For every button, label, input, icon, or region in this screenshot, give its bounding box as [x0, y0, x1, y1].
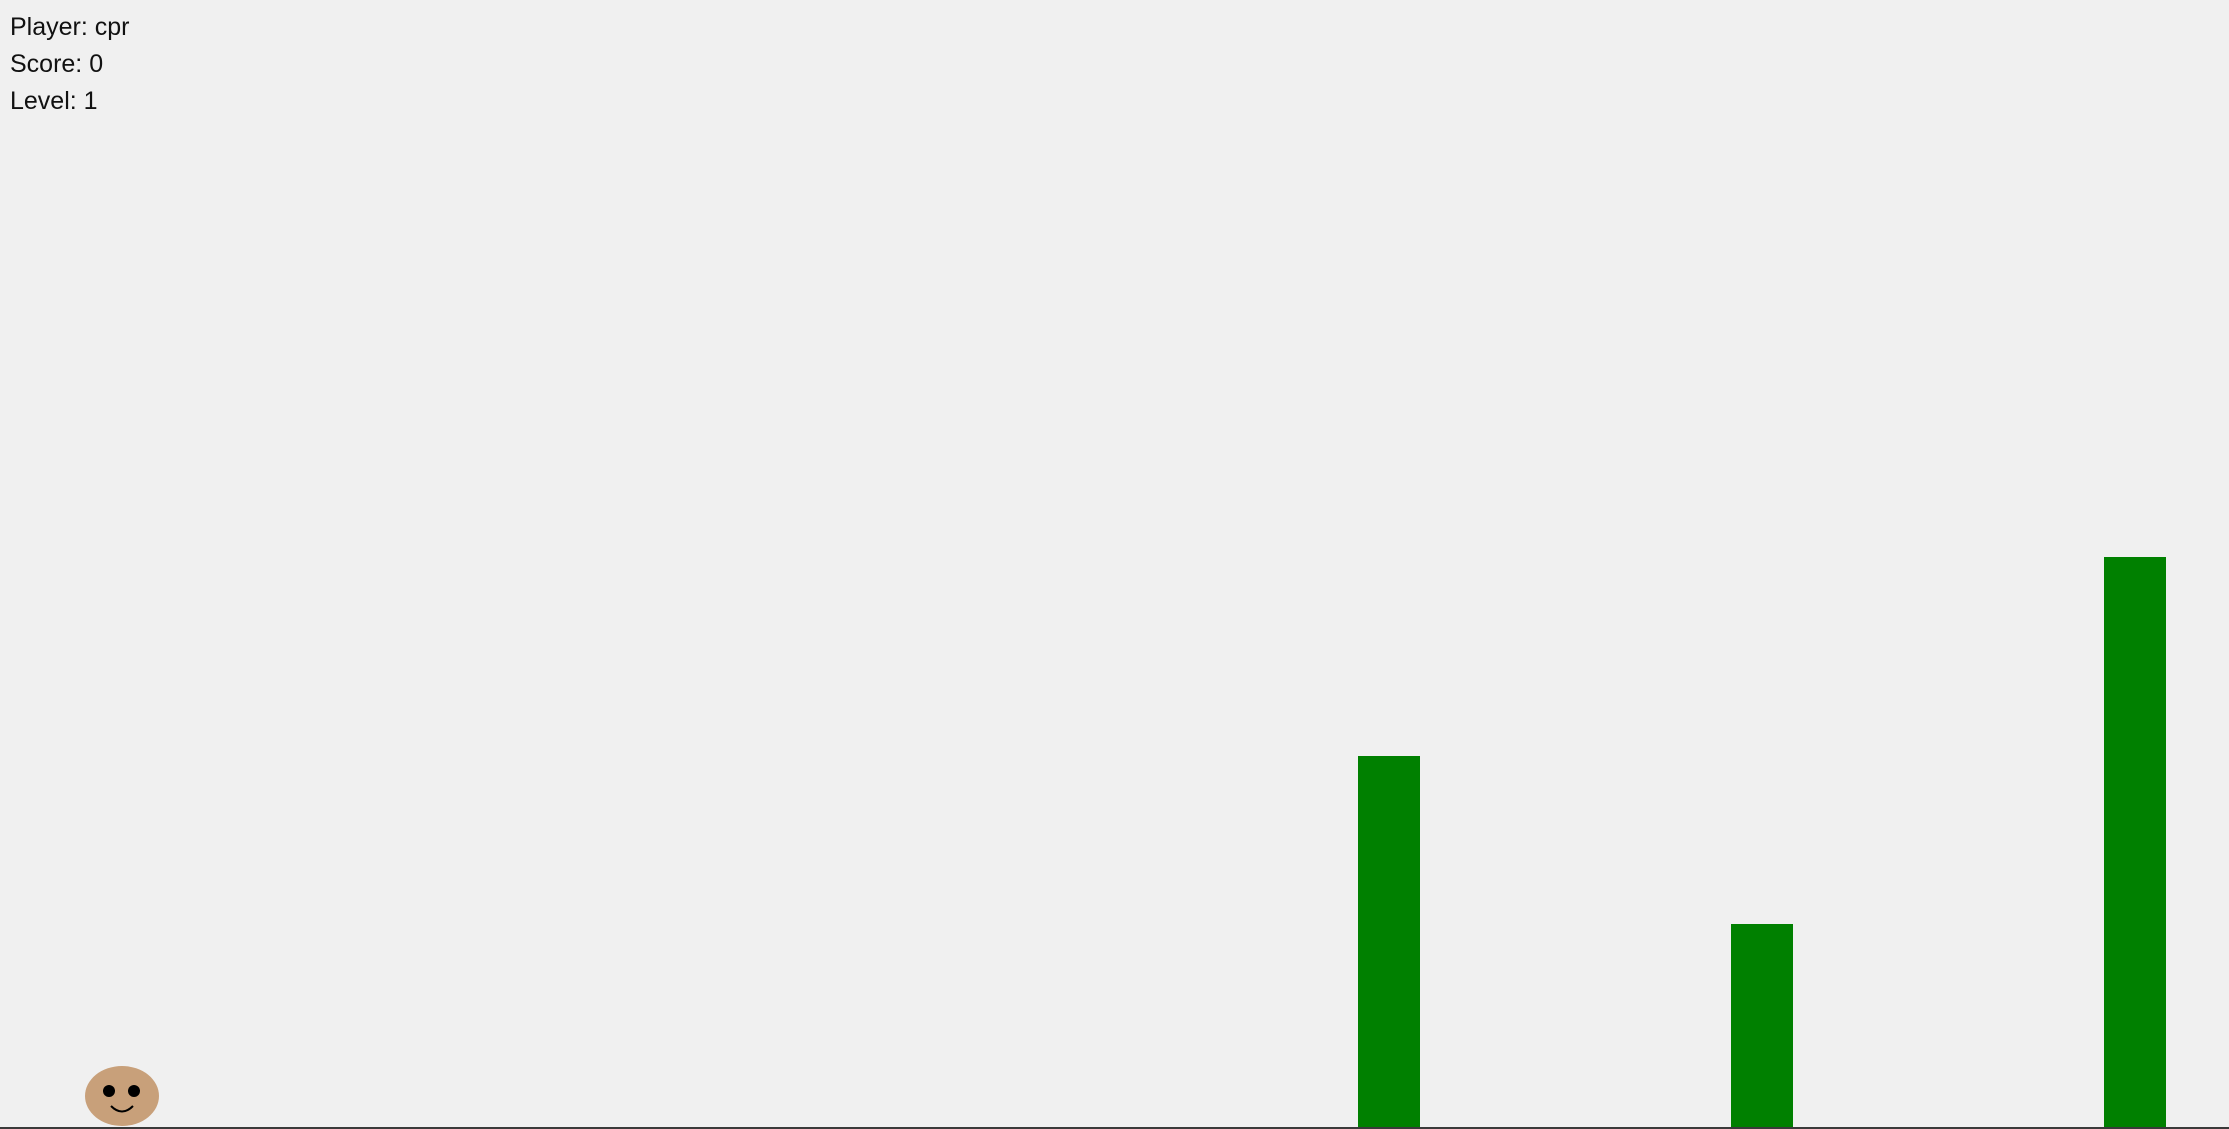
player-name-readout: Player: cpr	[10, 9, 130, 46]
level-label: Level:	[10, 87, 77, 115]
player-name: cpr	[94, 13, 130, 41]
level-value: 1	[83, 87, 98, 115]
obstacle-pipe-1	[1358, 756, 1420, 1127]
score-readout: Score: 0	[10, 46, 130, 83]
ground-line	[0, 1127, 2229, 1129]
smile	[110, 1105, 134, 1113]
level-readout: Level: 1	[10, 83, 130, 120]
obstacle-pipe-3	[2104, 557, 2166, 1127]
smiley-face-icon	[85, 1066, 159, 1126]
hud: Player: cpr Score: 0 Level: 1	[10, 9, 130, 120]
player-character[interactable]	[84, 1065, 160, 1127]
score-label: Score:	[10, 50, 83, 78]
left-eye	[103, 1085, 115, 1097]
right-eye	[128, 1085, 140, 1097]
player-label: Player:	[10, 13, 88, 41]
score-value: 0	[89, 50, 104, 78]
obstacle-pipe-2	[1731, 924, 1793, 1127]
